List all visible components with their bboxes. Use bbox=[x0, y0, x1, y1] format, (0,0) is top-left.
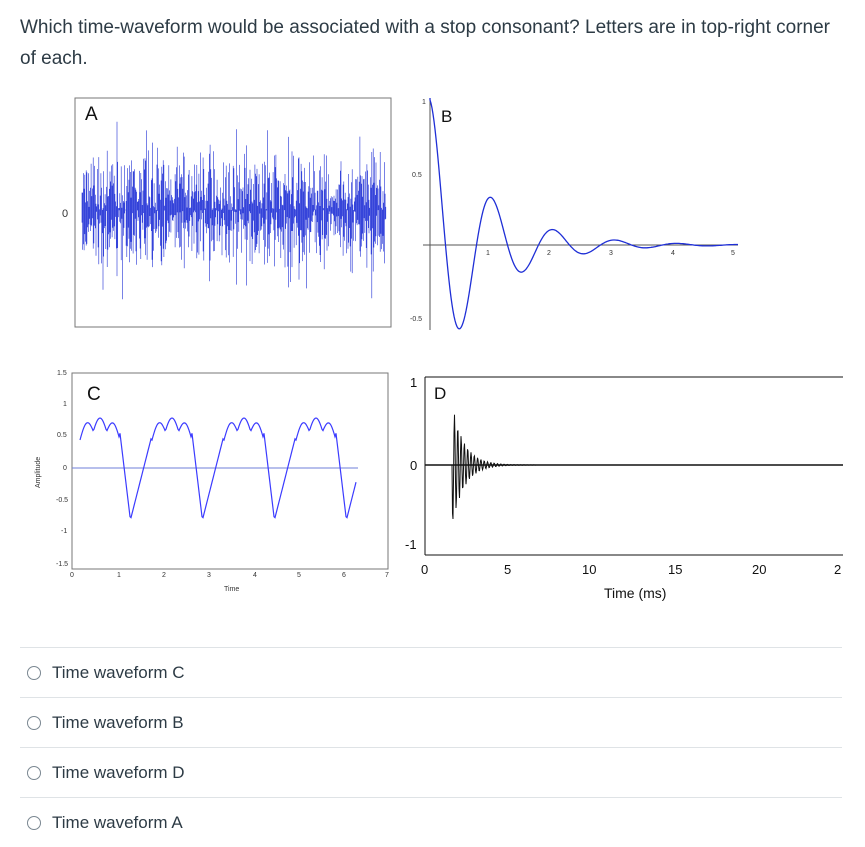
answer-label: Time waveform C bbox=[52, 662, 185, 682]
panel-d-xtick-2-clipped: 2 bbox=[834, 562, 841, 577]
panel-c-ytick-05: 0.5 bbox=[57, 432, 67, 439]
panel-c-ytick-0: 0 bbox=[63, 465, 67, 472]
panel-c-ytick-1: 1 bbox=[63, 401, 67, 408]
panel-b-letter: B bbox=[441, 107, 452, 126]
panel-d-ytick-1: 1 bbox=[410, 375, 417, 390]
panel-b-xtick-2: 2 bbox=[547, 250, 551, 257]
panel-a-letter: A bbox=[85, 104, 98, 125]
panel-d-xtick-5: 5 bbox=[504, 562, 511, 577]
waveform-figure: A 0 B 1 0.5 -0.5 1 2 3 4 5 C 1.5 1 0.5 0… bbox=[0, 90, 865, 610]
panel-d-waveform bbox=[425, 414, 843, 520]
panel-b-ytick-05: 0.5 bbox=[412, 172, 422, 179]
panel-c-xtick-7: 7 bbox=[385, 572, 389, 579]
panel-b-xtick-3: 3 bbox=[609, 250, 613, 257]
panel-d-ytick-m1: -1 bbox=[405, 537, 417, 552]
panel-c-ylabel: Amplitude bbox=[35, 457, 42, 488]
panel-d-xtick-0: 0 bbox=[421, 562, 428, 577]
panel-c-xtick-3: 3 bbox=[207, 572, 211, 579]
panel-d-letter: D bbox=[434, 384, 446, 403]
panel-c-xtick-2: 2 bbox=[162, 572, 166, 579]
answer-option-a[interactable]: Time waveform A bbox=[20, 797, 842, 847]
panel-a-waveform bbox=[81, 121, 387, 300]
panel-c-letter: C bbox=[87, 384, 101, 405]
panel-d-xtick-15: 15 bbox=[668, 562, 682, 577]
panel-c-ytick-m15: -1.5 bbox=[56, 561, 68, 568]
panel-c-frame bbox=[71, 372, 389, 570]
panel-c: C 1.5 1 0.5 0 -0.5 -1 -1.5 0 1 2 3 4 5 6… bbox=[35, 370, 389, 593]
panel-c-xtick-4: 4 bbox=[253, 572, 257, 579]
panel-b-xtick-5: 5 bbox=[731, 250, 735, 257]
panel-c-ytick-15: 1.5 bbox=[57, 370, 67, 377]
panel-a-frame bbox=[74, 97, 392, 328]
answer-option-d[interactable]: Time waveform D bbox=[20, 747, 842, 797]
panel-c-ytick-m05: -0.5 bbox=[56, 497, 68, 504]
panel-c-xtick-1: 1 bbox=[117, 572, 121, 579]
panel-d-xtick-10: 10 bbox=[582, 562, 596, 577]
panel-a-ytick-0: 0 bbox=[62, 208, 68, 220]
answer-list: Time waveform C Time waveform B Time wav… bbox=[20, 647, 842, 847]
panel-c-waveform bbox=[79, 417, 357, 519]
panel-b-waveform bbox=[429, 98, 738, 330]
answer-option-b[interactable]: Time waveform B bbox=[20, 697, 842, 747]
panel-d: D 1 0 -1 0 5 10 15 20 2 Time (ms) bbox=[405, 375, 843, 601]
radio-button[interactable] bbox=[27, 765, 41, 780]
radio-button[interactable] bbox=[27, 815, 41, 830]
panel-a: A 0 bbox=[62, 97, 392, 328]
panel-b-xtick-4: 4 bbox=[671, 250, 675, 257]
radio-button[interactable] bbox=[27, 665, 41, 680]
panel-c-xlabel: Time bbox=[224, 586, 239, 593]
panel-b-xtick-1: 1 bbox=[486, 250, 490, 257]
panel-b: B 1 0.5 -0.5 1 2 3 4 5 bbox=[410, 98, 738, 330]
panel-d-xlabel: Time (ms) bbox=[604, 585, 666, 601]
panel-c-xtick-6: 6 bbox=[342, 572, 346, 579]
panel-d-ytick-0: 0 bbox=[410, 458, 417, 473]
panel-b-ytick-m05: -0.5 bbox=[410, 316, 422, 323]
answer-option-c[interactable]: Time waveform C bbox=[20, 647, 842, 697]
radio-button[interactable] bbox=[27, 715, 41, 730]
answer-label: Time waveform A bbox=[52, 812, 183, 832]
panel-c-xtick-0: 0 bbox=[70, 572, 74, 579]
panel-d-xtick-20: 20 bbox=[752, 562, 766, 577]
panel-b-ytick-1: 1 bbox=[422, 99, 426, 106]
panel-c-ytick-m1: -1 bbox=[61, 528, 67, 535]
answer-label: Time waveform D bbox=[52, 762, 185, 782]
answer-label: Time waveform B bbox=[52, 712, 184, 732]
panel-c-xtick-5: 5 bbox=[297, 572, 301, 579]
question-text: Which time-waveform would be associated … bbox=[20, 17, 831, 69]
